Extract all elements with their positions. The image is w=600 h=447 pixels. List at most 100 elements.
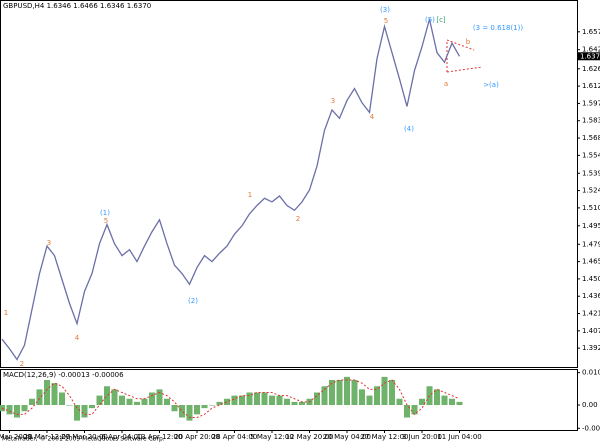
macd-bar xyxy=(224,398,230,405)
macd-bar xyxy=(134,401,140,405)
y-tick-label: 1.4650 xyxy=(582,258,600,266)
channel-line xyxy=(446,39,475,51)
wave-label: (2) xyxy=(188,297,198,305)
x-tick-label: 13 Mar 2009 xyxy=(0,433,32,441)
wave-label: b xyxy=(466,38,471,46)
macd-bar xyxy=(51,383,58,405)
macd-bar xyxy=(261,392,268,405)
macd-bar xyxy=(434,389,440,405)
wave-label: (1) xyxy=(100,209,110,217)
wave-label: a xyxy=(444,80,448,88)
macd-bar xyxy=(329,380,335,405)
y-tick-label: 1.5830 xyxy=(582,117,600,125)
y-tick-label: 1.3925 xyxy=(582,344,600,352)
wave-label: (5) xyxy=(425,16,435,24)
macd-bar xyxy=(201,405,208,409)
macd-bar xyxy=(126,398,133,405)
macd-bar xyxy=(59,392,65,405)
macd-bar xyxy=(216,401,223,405)
wave-label: 2 xyxy=(20,360,24,368)
y-tick-label: 1.5540 xyxy=(582,151,600,159)
macd-bar xyxy=(21,405,28,412)
last-price-label: 1.6370 xyxy=(580,52,600,60)
macd-bar xyxy=(186,405,193,421)
y-tick-label: 1.5245 xyxy=(582,187,600,195)
wave-label: 1 xyxy=(4,309,8,317)
macd-bar xyxy=(419,398,425,405)
wave-label: 4 xyxy=(370,113,375,121)
macd-bar xyxy=(254,392,260,405)
y-tick-label: 1.5685 xyxy=(582,134,600,142)
macd-bar xyxy=(314,392,320,405)
macd-bar xyxy=(209,405,215,406)
macd-bar xyxy=(291,401,298,405)
macd-bar xyxy=(14,405,20,418)
macd-bar xyxy=(89,405,95,409)
y-tick-label: 1.5975 xyxy=(582,99,600,107)
y-tick-label: 1.6575 xyxy=(582,28,600,36)
y-tick-label: 1.4950 xyxy=(582,222,600,230)
wave-label: 5 xyxy=(104,217,108,225)
macd-bar xyxy=(246,392,253,405)
macd-bar xyxy=(6,405,13,415)
macd-bar xyxy=(396,398,403,405)
macd-bar xyxy=(81,405,88,418)
wave-label: >(a) xyxy=(483,81,499,89)
x-tick-label: 28 Apr 04:00 xyxy=(212,433,258,441)
wave-label: (3) xyxy=(380,6,390,14)
main-frame xyxy=(0,0,578,368)
x-tick-label: 27 Mar 20:00 xyxy=(61,433,108,441)
y-tick-label: 0.01036 xyxy=(582,369,600,377)
y-tick-label: 1.6120 xyxy=(582,82,600,90)
macd-bar xyxy=(336,380,343,405)
y-tick-label: 1.5100 xyxy=(582,204,600,212)
y-tick-label: 1.4360 xyxy=(582,292,600,300)
macd-bar xyxy=(381,376,388,405)
y-tick-label: 1.4505 xyxy=(582,275,600,283)
macd-bar xyxy=(66,405,73,406)
y-tick-label: 1.4070 xyxy=(582,327,600,335)
wave-label: (4) xyxy=(404,125,414,133)
x-tick-label: 11 Jun 04:00 xyxy=(437,433,481,441)
macd-bar xyxy=(299,401,305,405)
macd-bar xyxy=(36,389,43,405)
y-tick-label: 1.6265 xyxy=(582,65,600,73)
macd-title: MACD(12,26,9) -0.00013 -0.00006 xyxy=(3,371,124,379)
macd-bar xyxy=(149,392,155,405)
macd-bar xyxy=(44,380,50,405)
y-tick-label: 1.4795 xyxy=(582,240,600,248)
macd-bar xyxy=(404,405,410,418)
macd-bar xyxy=(351,380,358,405)
macd-bar xyxy=(321,386,328,405)
macd-bar xyxy=(156,389,163,405)
wave-label: [c] xyxy=(436,16,446,24)
macd-bar xyxy=(449,398,455,405)
x-tick-label: 20 Mar 12:00 xyxy=(24,433,71,441)
macd-bar xyxy=(239,395,245,405)
last-price-box xyxy=(578,52,600,61)
macd-bar xyxy=(164,398,170,405)
macd-bar xyxy=(231,395,238,405)
x-tick-label: 3 Jun 20:00 xyxy=(402,433,442,441)
wave-label: 5 xyxy=(384,17,388,25)
x-tick-label: 12 May 20:00 xyxy=(285,433,333,441)
x-tick-label: 27 May 12:00 xyxy=(360,433,408,441)
wave-label: 1 xyxy=(248,191,252,199)
wave-label: 2 xyxy=(296,215,300,223)
macd-bar xyxy=(374,386,380,405)
footer: MetaTrader, © 2001-2009 MetaQuotes Softw… xyxy=(2,436,165,443)
price-line xyxy=(1,19,461,361)
wave-label: (3 = 0.618(1)) xyxy=(473,24,523,32)
wave-label: 4 xyxy=(75,334,80,342)
x-tick-label: 13 Apr 12:00 xyxy=(137,433,183,441)
macd-bar xyxy=(74,405,80,421)
macd-bar xyxy=(29,398,35,405)
macd-bar xyxy=(96,395,103,405)
macd-bar xyxy=(119,395,125,405)
macd-bar xyxy=(276,395,283,405)
macd-bar xyxy=(456,401,463,405)
y-tick-label: 0.00 xyxy=(582,401,598,409)
x-tick-label: 5 May 12:00 xyxy=(250,433,294,441)
y-tick-label: 1.5390 xyxy=(582,169,600,177)
